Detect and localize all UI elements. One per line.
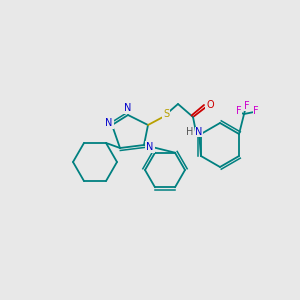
Text: N: N <box>124 103 132 113</box>
Text: F: F <box>253 106 259 116</box>
Text: N: N <box>195 127 203 137</box>
Text: F: F <box>244 101 250 111</box>
Text: O: O <box>206 100 214 110</box>
Text: N: N <box>146 142 154 152</box>
Text: H: H <box>186 127 194 137</box>
Text: F: F <box>236 106 242 116</box>
Text: S: S <box>163 109 169 119</box>
Text: N: N <box>105 118 113 128</box>
